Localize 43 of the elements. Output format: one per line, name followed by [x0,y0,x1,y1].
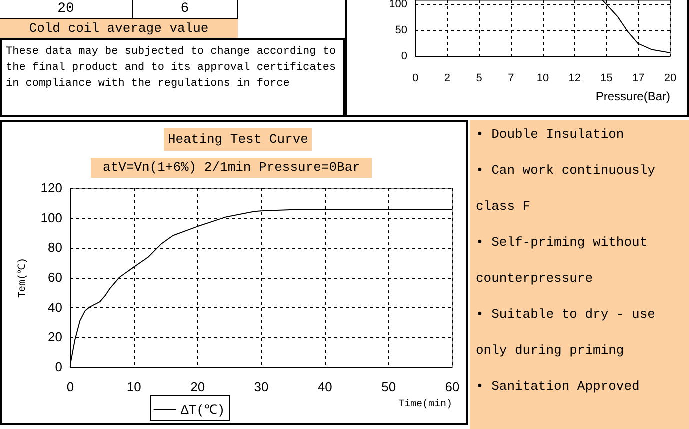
x-tick-label: 7 [508,72,514,84]
x-tick-label: 0 [412,72,419,84]
text: only during priming [476,342,624,360]
x-axis-title: Pressure(Bar) [596,90,670,104]
x-tick-label: 17 [632,72,645,84]
y-tick-label: 50 [395,24,408,37]
text: • Self-priming without [476,234,648,252]
y-tick-label: 0 [401,50,408,62]
x-tick-label: 2 [444,72,450,84]
x-tick-label: 5 [476,72,482,84]
text: Cold coil average value [0,19,238,38]
x-tick-label: 10 [536,72,550,84]
chart-subtitle: atV=Vn(1+6%) 2/1min Pressure=0Bar [91,158,372,178]
text: • Sanitation Approved [476,378,640,396]
x-tick-label: 0 [66,380,74,394]
x-tick-label: 20 [664,72,677,84]
y-tick-label: 80 [48,240,62,256]
text: These data may be subjected to change according to the final product and to its approval certificates in compliance with the regulations in force [0,38,345,117]
y-tick-label: 20 [48,330,62,345]
x-tick-label: 20 [190,380,206,394]
chart-title: Heating Test Curve [164,128,312,151]
text: class F [476,198,531,216]
y-tick-label: 40 [48,300,62,315]
text: • Suitable to dry - use [476,306,656,324]
x-tick-label: 50 [382,380,396,394]
text: counterpressure [476,270,594,288]
text: • Double Insulation [476,126,624,144]
legend-label: ΔT(℃) [181,403,226,418]
y-tick-label: 60 [48,270,62,285]
x-tick-label: 15 [600,72,613,84]
text: • Can work continuously [476,162,656,180]
x-tick-label: 40 [318,380,332,394]
x-tick-label: 60 [445,380,460,394]
y-tick-label: 120 [40,180,62,196]
x-tick-label: 12 [568,72,581,84]
y-tick-label: 100 [40,210,62,226]
x-tick-label: 30 [254,380,269,394]
x-tick-label: 10 [126,380,142,394]
text: 6 [133,0,238,19]
y-tick-label: 100 [389,0,408,11]
y-tick-label: 0 [55,360,62,374]
x-axis-title: Time(min) [398,398,452,410]
y-axis-title: Tem(℃) [16,258,29,298]
